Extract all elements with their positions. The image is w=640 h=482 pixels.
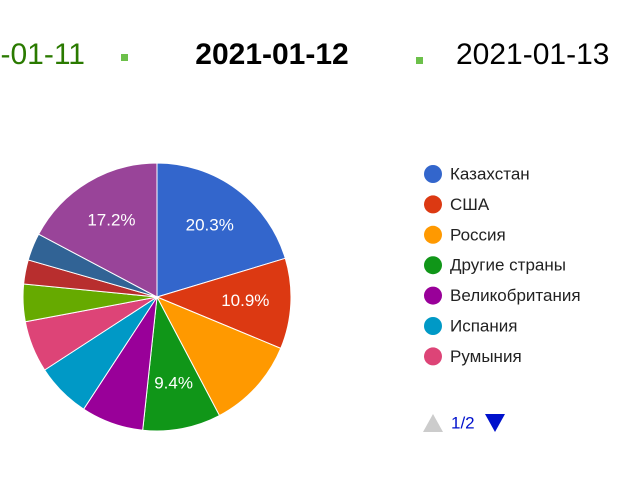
- legend-label: Румыния: [450, 347, 522, 366]
- legend-marker: [424, 286, 442, 305]
- legend-marker: [424, 165, 442, 183]
- legend-marker: [424, 225, 442, 244]
- prev-date[interactable]: 2021-01-11: [0, 38, 85, 71]
- current-date: 2021-01-12: [195, 38, 348, 71]
- legend-label: Другие страны: [450, 256, 566, 275]
- legend: Казахстан США Россия Другие страны Великобри…: [424, 164, 581, 366]
- page-indicator: 1/2: [451, 413, 475, 432]
- slice-label: 20.3%: [186, 215, 234, 234]
- nav-icon: [121, 54, 128, 61]
- slice-label: 10.9%: [221, 291, 269, 310]
- slice-label: 17.2%: [87, 211, 135, 230]
- legend-marker: [424, 195, 442, 214]
- pie-slice: [155, 257, 292, 350]
- legend-marker: [424, 347, 442, 366]
- legend-label: Казахстан: [450, 164, 530, 183]
- pie-slice: [37, 162, 158, 298]
- nav-icon: [416, 57, 423, 64]
- pie-slice: [155, 296, 282, 417]
- pie-slice: [142, 295, 221, 432]
- legend-label: Великобритания: [450, 286, 581, 305]
- legend-marker: [424, 317, 442, 335]
- page-prev[interactable]: [423, 414, 443, 432]
- legend-label: Испания: [450, 316, 517, 335]
- pie: 20.3% 10.9% 9.4% 17.2%: [22, 162, 292, 432]
- legend-label: США: [450, 195, 490, 214]
- next-date[interactable]: 2021-01-13: [456, 38, 609, 71]
- pie-slice: [156, 162, 286, 298]
- slice-label: 9.4%: [154, 373, 193, 392]
- legend-marker: [424, 256, 442, 275]
- legend-label: Россия: [450, 225, 506, 244]
- page-next[interactable]: [485, 414, 505, 432]
